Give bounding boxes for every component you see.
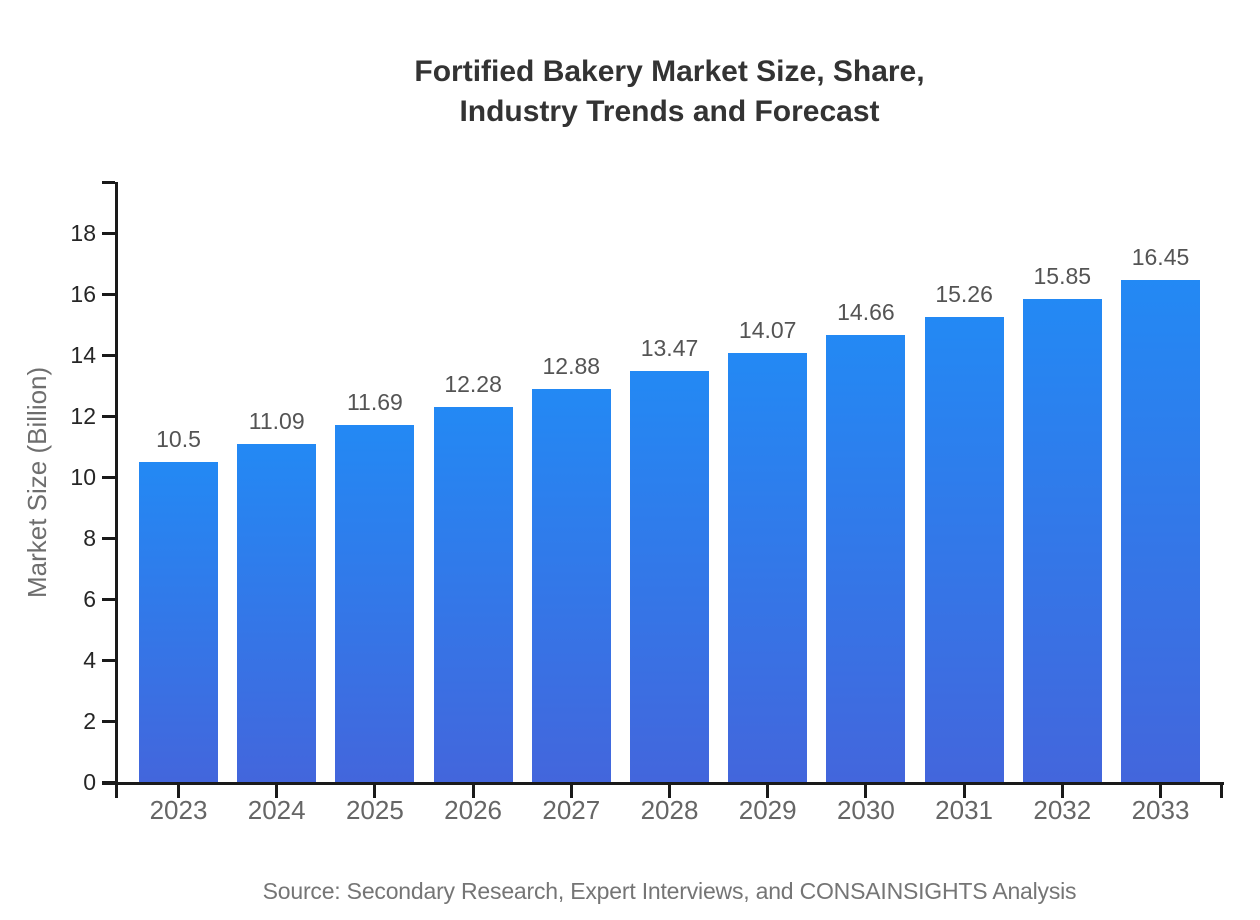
- y-tick: [102, 475, 115, 479]
- y-tick-label: 2: [83, 708, 96, 734]
- y-tick-label: 16: [70, 281, 96, 307]
- bar-value-label: 14.66: [837, 298, 895, 325]
- y-tick: [102, 536, 115, 540]
- x-tick: [569, 785, 573, 798]
- bar: [335, 425, 415, 782]
- x-tick-label: 2032: [1033, 795, 1092, 825]
- bar-value-label: 16.45: [1131, 244, 1190, 271]
- bar: [630, 371, 709, 782]
- bar-value-label: 10.5: [156, 425, 201, 452]
- bar-value-label: 15.26: [935, 280, 993, 307]
- y-tick: [102, 597, 115, 601]
- x-tick: [177, 785, 180, 798]
- y-tick: [102, 292, 115, 296]
- x-tick-label: 2031: [935, 795, 994, 825]
- x-tick: [471, 785, 475, 798]
- x-axis-end-tick: [1219, 785, 1223, 798]
- bar: [728, 352, 808, 782]
- bar-value-label: 12.88: [542, 353, 601, 380]
- y-tick-label: 14: [70, 342, 96, 368]
- x-tick: [1060, 785, 1064, 798]
- y-tick-label: 12: [70, 403, 96, 429]
- x-tick-label: 2029: [738, 795, 797, 825]
- x-tick-label: 2023: [149, 795, 208, 825]
- y-tick-label: 10: [70, 464, 96, 490]
- y-tick-label: 6: [83, 586, 96, 612]
- bar: [139, 461, 218, 782]
- x-tick: [766, 785, 770, 798]
- chart-title: Fortified Bakery Market Size, Share, Ind…: [118, 52, 1221, 132]
- bar-value-label: 11.69: [346, 389, 403, 416]
- y-axis-line: [115, 182, 118, 798]
- x-tick: [962, 785, 966, 798]
- y-axis-end-tick: [102, 180, 115, 184]
- source-note: Source: Secondary Research, Expert Inter…: [262, 878, 1077, 904]
- bar: [924, 316, 1004, 782]
- x-tick: [864, 785, 868, 798]
- y-tick-label: 8: [83, 525, 96, 551]
- bar-value-label: 12.28: [444, 371, 502, 398]
- x-tick-label: 2024: [247, 795, 306, 825]
- y-tick: [102, 780, 115, 784]
- y-tick: [102, 658, 115, 662]
- bar: [237, 443, 317, 782]
- y-tick: [102, 231, 115, 235]
- bar: [531, 389, 611, 782]
- chart-title-line-2: Industry Trends and Forecast: [459, 95, 880, 128]
- bar: [1121, 280, 1200, 782]
- y-tick-label: 0: [83, 769, 96, 795]
- y-tick-label: 4: [83, 647, 96, 673]
- x-axis-line: [102, 782, 1224, 785]
- y-tick: [102, 353, 115, 357]
- bar-value-label: 15.85: [1033, 262, 1092, 289]
- x-tick-label: 2027: [542, 795, 601, 825]
- x-tick: [1159, 785, 1162, 798]
- bar-value-label: 14.07: [738, 316, 797, 343]
- bar-value-label: 11.09: [248, 407, 305, 434]
- x-tick: [373, 785, 377, 798]
- x-tick: [668, 785, 671, 798]
- y-tick: [102, 414, 115, 418]
- bar-value-label: 13.47: [640, 335, 699, 362]
- bar: [826, 334, 906, 782]
- y-tick-label: 18: [70, 220, 96, 246]
- x-tick-label: 2025: [345, 795, 404, 825]
- plot-area: 0 2 4 6 8 10 12 14 16 18 10.5 2023 11.09 2024 11.69 202…: [70, 180, 1224, 825]
- bar: [433, 407, 513, 782]
- chart-title-line-1: Fortified Bakery Market Size, Share,: [414, 55, 925, 88]
- bar: [1022, 298, 1102, 782]
- x-tick-label: 2026: [444, 795, 503, 825]
- x-tick-label: 2028: [640, 795, 699, 825]
- x-tick-label: 2030: [836, 795, 895, 825]
- y-tick: [102, 719, 115, 723]
- x-tick: [275, 785, 279, 798]
- x-tick-label: 2033: [1131, 795, 1190, 825]
